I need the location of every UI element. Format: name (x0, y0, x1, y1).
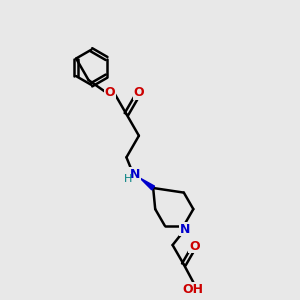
Text: N: N (180, 223, 190, 236)
Text: OH: OH (182, 283, 203, 296)
Text: O: O (105, 86, 116, 99)
Text: N: N (130, 168, 140, 181)
Text: O: O (134, 86, 144, 99)
Text: O: O (189, 240, 200, 253)
Polygon shape (140, 178, 154, 190)
Text: H: H (124, 174, 132, 184)
